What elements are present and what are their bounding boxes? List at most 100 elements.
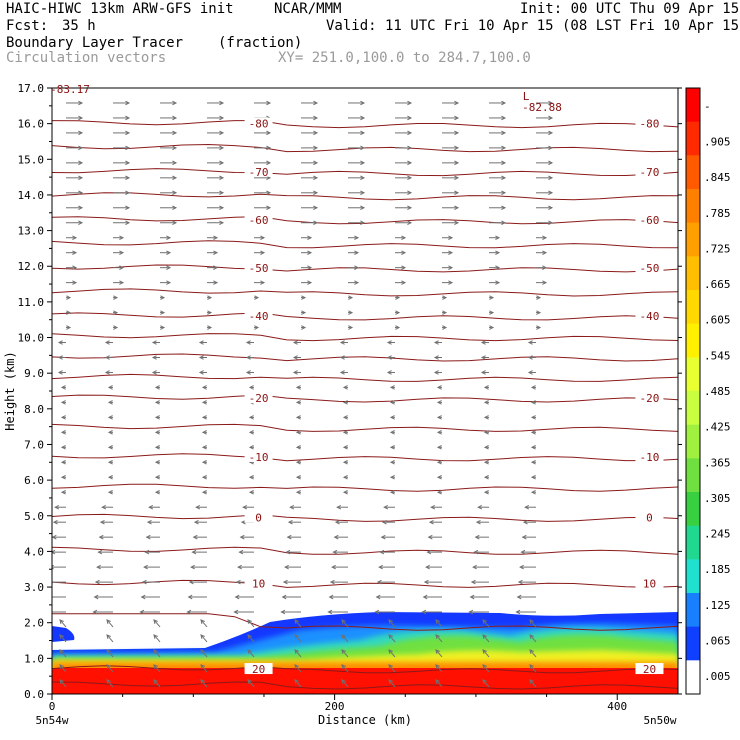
tracer-field [52,612,678,694]
vector-arrowhead [342,474,348,480]
vector-arrowhead [482,679,487,684]
vector-arrowhead [172,205,178,211]
vector-arrowhead [240,519,246,525]
vector-arrowhead [548,145,554,151]
vector-arrowhead [383,504,389,510]
vector-arrowhead [113,325,119,330]
vector-arrowhead [536,295,542,300]
vector-arrowhead [436,489,442,495]
vector-arrowhead [193,519,199,525]
vector-arrowhead [219,115,225,121]
top-left-value: -83.17 [50,83,90,96]
contour-line [52,423,678,432]
vector-arrow [482,634,490,643]
colorbar-swatch [686,155,700,190]
vector-arrow [106,649,114,658]
vector-arrowhead [407,100,413,106]
colorbar-swatch [686,492,700,527]
vector-arrowhead [107,400,113,405]
vector-arrowhead [342,415,348,420]
vector-arrowhead [195,504,201,510]
vector-arrowhead [360,100,366,106]
vector-arrowhead [200,664,205,669]
colorbar-label: .665 [704,278,731,291]
vector-arrow [482,679,490,688]
vector-arrowhead [125,115,131,121]
vector-arrowhead [166,265,172,270]
vector-arrowhead [521,534,527,540]
vector-arrowhead [389,385,395,390]
vector-arrow [341,619,349,628]
vector-arrowhead [266,100,272,106]
vector-arrowhead [501,130,507,136]
model-title: HAIC-HIWC 13km ARW-GFS init [6,1,234,17]
y-tick-label: 5.0 [24,510,44,523]
vector-arrowhead [233,609,239,615]
vector-arrowhead [313,220,319,226]
vector-arrowhead [522,519,528,525]
colorbar-label: .185 [704,563,731,576]
vector-arrowhead [407,190,413,196]
vector-arrowhead [59,649,64,654]
vector-arrowhead [107,460,113,465]
contour-line [52,120,678,129]
vector-arrowhead [294,619,299,625]
vector-arrowhead [198,340,204,345]
vector-arrowhead [295,385,301,390]
vector-arrowhead [307,280,313,285]
vector-arrowhead [198,355,204,360]
vector-arrowhead [388,664,393,669]
x-start-location: 5n54w [35,714,68,727]
vector-arrowhead [201,489,207,495]
vector-arrowhead [59,619,64,625]
vector-arrowhead [201,430,207,435]
vector-arrowhead [125,220,131,226]
vector-arrowhead [483,460,489,465]
vector-arrowhead [454,130,460,136]
vector-arrowhead [254,325,260,330]
colorbar-swatch [686,559,700,594]
contour-line [52,546,678,555]
contour-label-left: -20 [249,392,269,405]
colorbar-swatch [686,593,700,628]
vector-arrowhead [333,534,339,540]
vector-arrowhead [435,679,440,684]
vector-arrowhead [198,370,204,375]
vector-arrowhead [501,145,507,151]
vector-arrowhead [301,310,307,315]
vector-arrowhead [401,250,407,255]
y-tick-label: 6.0 [24,474,44,487]
vector-arrowhead [141,579,147,585]
vector-arrowhead [66,325,72,330]
vector-arrowhead [153,634,158,639]
vector-arrow [247,649,255,658]
vector-arrow [200,664,208,673]
vector-arrow [153,634,161,643]
y-tick-label: 10.0 [18,332,45,345]
vector-arrow [341,649,349,658]
colorbar-swatch [686,189,700,224]
vector-arrowhead [101,504,107,510]
vector-arrowhead [106,649,111,654]
vector-arrow [59,649,67,658]
colorbar-label: - [704,100,711,113]
vector-arrowhead [376,579,382,585]
vector-arrowhead [435,664,440,669]
vector-arrowhead [435,634,440,639]
vector-arrowhead [469,594,475,600]
y-tick-label: 1.0 [24,652,44,665]
org-label: NCAR/MMM [274,1,342,17]
vector-arrowhead [360,145,366,151]
vector-arrow [388,679,396,688]
vector-arrowhead [143,564,148,570]
vector-arrowhead [334,519,340,525]
vector-arrowhead [422,594,428,600]
vector-arrowhead [436,385,442,390]
vector-arrowhead [247,649,252,654]
vector-arrowhead [436,430,442,435]
x-tick-label: 200 [325,700,345,713]
vector-arrowhead [454,145,460,151]
vector-arrowhead [125,175,131,181]
vector-arrowhead [107,430,113,435]
contour-line [52,665,678,674]
